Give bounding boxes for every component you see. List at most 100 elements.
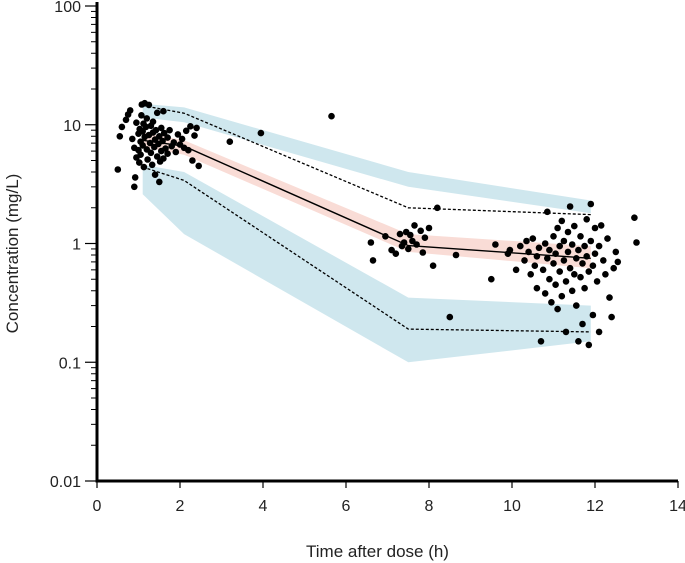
data-point (535, 244, 543, 252)
data-point (593, 278, 601, 285)
data-point (143, 115, 151, 122)
data-point (587, 237, 595, 245)
data-point (581, 242, 588, 250)
data-point (529, 235, 537, 242)
data-point (579, 320, 586, 328)
data-point (152, 126, 160, 134)
data-point (131, 183, 138, 191)
data-point (434, 204, 441, 212)
data-point (153, 109, 161, 117)
data-point (600, 257, 607, 264)
data-point (151, 171, 159, 178)
data-point (560, 257, 568, 264)
y-tick-label: 0.01 (50, 474, 81, 491)
data-point (367, 239, 375, 246)
data-point (595, 328, 603, 336)
data-point (573, 302, 580, 309)
x-tick-label: 0 (93, 498, 102, 515)
data-point (122, 116, 130, 124)
data-point (539, 266, 547, 274)
data-point (162, 145, 169, 152)
data-point (546, 246, 553, 254)
axes-layer: 0 2 4 6 8 10 12 14 0.01 0.1 1 10 100 (50, 0, 685, 515)
data-point (533, 252, 541, 260)
data-point (610, 264, 617, 272)
data-point (589, 262, 597, 270)
data-point (546, 275, 553, 283)
data-point (187, 123, 194, 130)
data-point (413, 241, 420, 248)
data-point (131, 174, 139, 181)
data-point (560, 237, 568, 245)
data-point (573, 254, 580, 262)
data-point (531, 262, 539, 270)
data-point (541, 240, 549, 247)
data-point (488, 275, 495, 283)
data-point (140, 163, 148, 171)
data-point (537, 338, 545, 345)
data-point (136, 159, 143, 166)
x-tick-label: 8 (425, 498, 434, 515)
data-point (552, 281, 559, 289)
data-point (170, 139, 178, 146)
data-point (575, 338, 582, 345)
data-point (369, 257, 377, 264)
data-point (544, 254, 551, 262)
data-point (429, 262, 437, 270)
x-tick-label: 2 (176, 498, 185, 515)
data-point (595, 242, 603, 250)
data-point (521, 257, 528, 264)
data-point (571, 222, 578, 230)
data-point (158, 124, 165, 132)
data-point (328, 112, 335, 120)
data-point (139, 142, 146, 149)
data-point (419, 249, 427, 256)
data-point (585, 341, 593, 349)
data-point (558, 217, 566, 225)
data-point (568, 241, 576, 248)
data-point (257, 129, 265, 137)
data-point (614, 258, 622, 266)
data-point (571, 271, 578, 278)
data-point (562, 278, 570, 285)
band-outer-upper (142, 103, 591, 214)
data-point (156, 178, 163, 186)
band-outer-lower (142, 164, 591, 363)
data-point (583, 252, 590, 260)
data-point (146, 139, 154, 147)
data-point (166, 126, 173, 134)
x-tick-label: 14 (669, 498, 685, 515)
data-point (407, 231, 414, 239)
data-point (133, 119, 140, 126)
data-point (417, 227, 425, 235)
data-point (164, 134, 171, 141)
y-tick-label: 10 (63, 118, 81, 135)
bands-layer (142, 103, 591, 363)
data-point (160, 155, 167, 162)
data-point (182, 127, 190, 135)
data-point (533, 284, 541, 292)
data-point (554, 305, 561, 313)
data-point (226, 138, 234, 145)
data-point (193, 124, 200, 132)
data-point (587, 200, 595, 208)
data-point (425, 224, 433, 232)
data-point (189, 157, 196, 164)
data-point (602, 271, 609, 278)
data-point (396, 230, 404, 238)
data-point (517, 242, 524, 250)
data-point (185, 146, 192, 154)
data-point (558, 292, 566, 300)
data-point (138, 112, 145, 119)
data-point (160, 129, 168, 137)
data-point (556, 268, 563, 275)
data-point (114, 166, 122, 173)
data-point (137, 151, 144, 158)
points-layer (114, 99, 640, 349)
data-point (116, 133, 124, 140)
data-point (523, 237, 530, 245)
data-point (156, 133, 163, 140)
data-point (452, 251, 460, 259)
